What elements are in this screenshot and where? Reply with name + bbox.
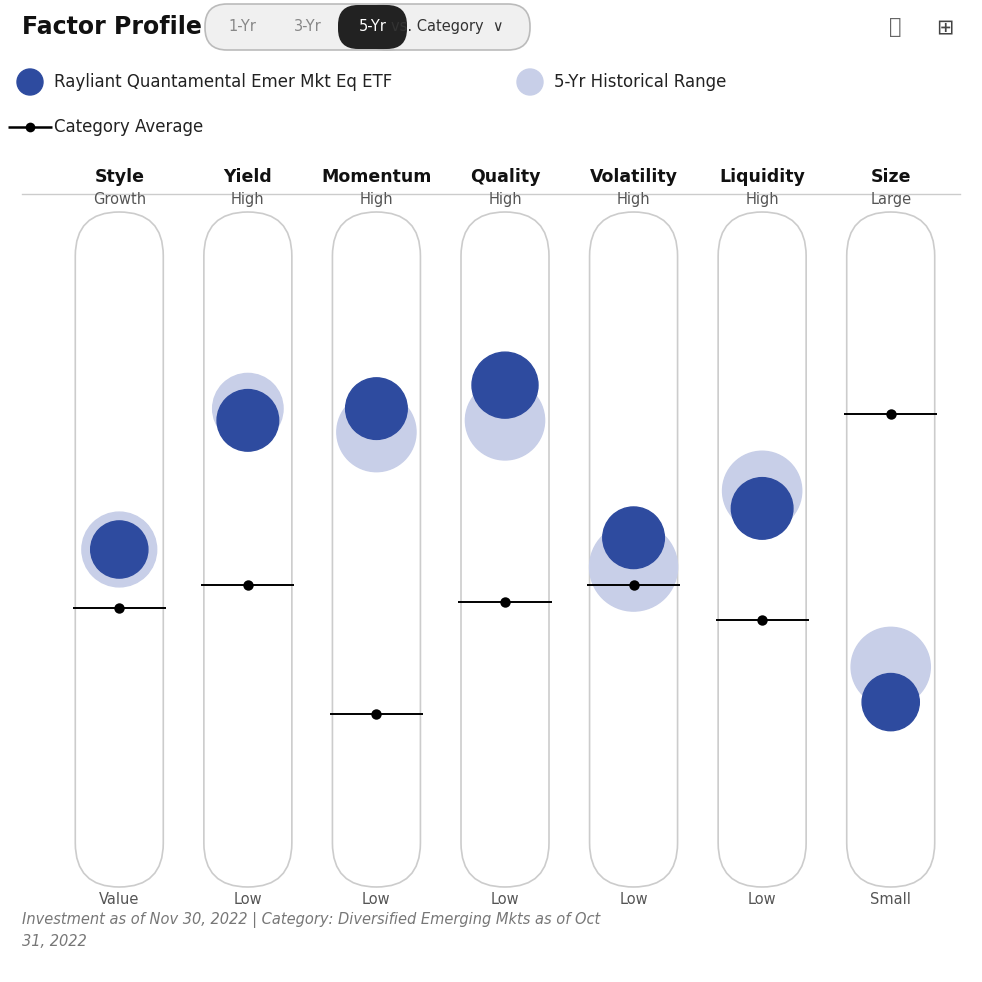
Text: Yield: Yield xyxy=(224,168,272,186)
Text: Growth: Growth xyxy=(92,192,146,207)
FancyBboxPatch shape xyxy=(589,212,678,887)
Circle shape xyxy=(603,507,665,569)
FancyBboxPatch shape xyxy=(204,212,292,887)
Circle shape xyxy=(17,69,43,95)
Text: ⊞: ⊞ xyxy=(936,17,954,37)
Text: High: High xyxy=(359,192,393,207)
Text: High: High xyxy=(231,192,265,207)
Text: High: High xyxy=(617,192,650,207)
Circle shape xyxy=(465,381,545,460)
Text: Large: Large xyxy=(870,192,911,207)
Text: High: High xyxy=(488,192,521,207)
Circle shape xyxy=(862,674,919,731)
Text: ⓘ: ⓘ xyxy=(889,17,901,37)
Text: Style: Style xyxy=(94,168,144,186)
Circle shape xyxy=(732,477,792,539)
Circle shape xyxy=(346,378,408,439)
Text: High: High xyxy=(745,192,779,207)
Text: Low: Low xyxy=(491,892,519,907)
Text: Factor Profile: Factor Profile xyxy=(22,15,202,39)
Text: 1-Yr: 1-Yr xyxy=(229,20,256,34)
FancyBboxPatch shape xyxy=(718,212,806,887)
Text: Liquidity: Liquidity xyxy=(719,168,805,186)
Circle shape xyxy=(337,393,416,471)
Text: Rayliant Quantamental Emer Mkt Eq ETF: Rayliant Quantamental Emer Mkt Eq ETF xyxy=(54,73,392,91)
FancyBboxPatch shape xyxy=(338,5,407,49)
Text: Small: Small xyxy=(870,892,911,907)
FancyBboxPatch shape xyxy=(333,212,420,887)
Text: Category Average: Category Average xyxy=(54,118,203,136)
Text: 5-Yr: 5-Yr xyxy=(358,20,387,34)
Circle shape xyxy=(82,512,157,587)
FancyBboxPatch shape xyxy=(205,4,410,50)
Circle shape xyxy=(217,390,279,451)
FancyBboxPatch shape xyxy=(365,4,530,50)
Circle shape xyxy=(589,523,678,611)
FancyBboxPatch shape xyxy=(846,212,935,887)
Circle shape xyxy=(851,627,930,706)
FancyBboxPatch shape xyxy=(461,212,549,887)
Text: Low: Low xyxy=(362,892,391,907)
Text: vs. Category  ∨: vs. Category ∨ xyxy=(391,20,504,34)
Text: Low: Low xyxy=(620,892,648,907)
Circle shape xyxy=(517,69,543,95)
Circle shape xyxy=(213,373,283,444)
Circle shape xyxy=(723,451,801,530)
Text: Value: Value xyxy=(99,892,139,907)
Text: Low: Low xyxy=(234,892,262,907)
Circle shape xyxy=(472,353,538,418)
Text: Quality: Quality xyxy=(469,168,540,186)
Text: Size: Size xyxy=(870,168,911,186)
Text: 5-Yr Historical Range: 5-Yr Historical Range xyxy=(554,73,727,91)
Text: Momentum: Momentum xyxy=(321,168,432,186)
FancyBboxPatch shape xyxy=(76,212,163,887)
Text: Volatility: Volatility xyxy=(589,168,678,186)
Text: 3-Yr: 3-Yr xyxy=(294,20,321,34)
Circle shape xyxy=(90,520,148,578)
Text: Investment as of Nov 30, 2022 | Category: Diversified Emerging Mkts as of Oct
31: Investment as of Nov 30, 2022 | Category… xyxy=(22,912,600,949)
Text: Low: Low xyxy=(748,892,777,907)
